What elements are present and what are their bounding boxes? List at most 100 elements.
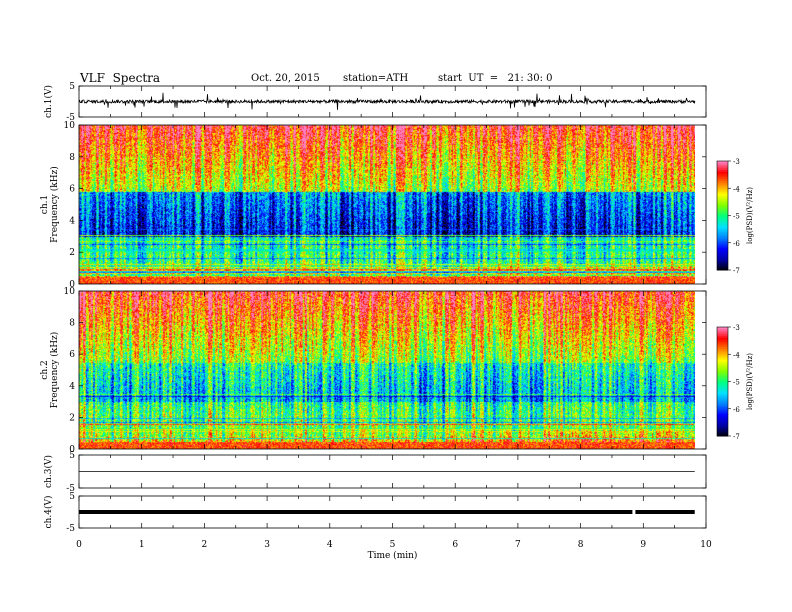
y-tick-label: 4	[69, 216, 75, 226]
colorbar-segment	[717, 161, 728, 164]
colorbar-segment	[717, 343, 728, 346]
colorbar-segment	[717, 175, 728, 178]
colorbar-segment	[717, 397, 728, 401]
chart-title: VLF Spectra	[80, 71, 161, 85]
colorbar-tick-label: -6	[733, 406, 740, 414]
colorbar-segment	[717, 345, 728, 348]
colorbar-segment	[717, 430, 728, 433]
colorbar-segment	[717, 357, 728, 361]
colorbar-segment	[717, 260, 728, 264]
colorbar-tick-label: -6	[733, 240, 740, 248]
colorbar-segment	[717, 255, 728, 258]
colorbar-segment	[717, 350, 728, 353]
colorbar-segment	[717, 327, 728, 330]
colorbar-tick-label: -7	[733, 433, 740, 441]
colorbar-segment	[717, 244, 728, 247]
colorbar-segment	[717, 332, 728, 335]
colorbar-segment	[717, 359, 728, 363]
colorbar-segment	[717, 425, 728, 428]
colorbar-segment	[717, 365, 728, 368]
colorbar-segment	[717, 363, 728, 366]
colorbar-segment	[717, 336, 728, 339]
colorbar-segment	[717, 208, 728, 211]
y-tick-label: 5	[69, 451, 75, 461]
colorbar-segment	[717, 235, 728, 238]
colorbar-segment	[717, 328, 728, 332]
colorbar-segment	[717, 416, 728, 419]
colorbar-segment	[717, 366, 728, 370]
colorbar-segment	[717, 423, 728, 426]
y-tick-label: 4	[69, 382, 75, 392]
y-tick-label: 8	[69, 153, 75, 163]
colorbar-segment	[717, 228, 728, 231]
colorbar-segment	[717, 419, 728, 422]
y-tick-label: 0	[69, 445, 75, 455]
colorbar-segment	[717, 184, 728, 187]
ch2-spectrogram-image	[79, 291, 695, 449]
colorbar-segment	[717, 352, 728, 355]
x-tick-label: 8	[578, 540, 584, 550]
colorbar-segment	[717, 405, 728, 408]
colorbar-segment	[717, 164, 728, 167]
y-axis-label: Frequency (kHz)	[49, 166, 60, 243]
colorbar-tick-label: -5	[733, 379, 740, 387]
colorbar-segment	[717, 191, 728, 195]
colorbar-segment	[717, 200, 728, 204]
y-axis-label: ch.1	[40, 195, 50, 214]
colorbar-segment	[717, 361, 728, 364]
x-tick-label: 6	[452, 540, 458, 550]
colorbar-segment	[717, 233, 728, 236]
colorbar-segment	[717, 264, 728, 267]
colorbar-segment	[717, 379, 728, 382]
y-tick-label: 5	[69, 492, 75, 502]
start-time-label: start UT = 21: 30: 0	[438, 73, 553, 84]
x-tick-label: 1	[139, 540, 145, 550]
colorbar-segment	[717, 399, 728, 402]
colorbar-segment	[717, 372, 728, 375]
colorbar-segment	[717, 403, 728, 406]
y-tick-label: -5	[66, 113, 75, 123]
colorbar-segment	[717, 179, 728, 182]
colorbar-segment	[717, 166, 728, 169]
colorbar-label: log(PSD)(V²/Hz)	[746, 187, 754, 244]
colorbar-segment	[717, 226, 728, 229]
colorbar-segment	[717, 406, 728, 410]
colorbar-segment	[717, 377, 728, 381]
colorbar-tick-label: -3	[733, 158, 740, 166]
colorbar-segment	[717, 230, 728, 233]
colorbar-segment	[717, 408, 728, 412]
y-axis-label: ch.1(V)	[43, 85, 54, 118]
colorbar-segment	[717, 356, 728, 359]
colorbar-segment	[717, 414, 728, 417]
colorbar-segment	[717, 173, 728, 177]
colorbar-segment	[717, 204, 728, 207]
colorbar-segment	[717, 219, 728, 222]
colorbar-segment	[717, 257, 728, 260]
x-tick-label: 0	[76, 540, 82, 550]
colorbar-segment	[717, 202, 728, 206]
colorbar-tick-label: -3	[733, 324, 740, 332]
colorbar-segment	[717, 188, 728, 191]
colorbar-segment	[717, 199, 728, 202]
y-tick-label: 0	[69, 280, 75, 290]
colorbar-segment	[717, 426, 728, 430]
colorbar-segment	[717, 341, 728, 344]
colorbar-segment	[717, 171, 728, 175]
x-tick-label: 10	[700, 540, 712, 550]
colorbar-segment	[717, 217, 728, 220]
colorbar-segment	[717, 170, 728, 173]
colorbar-segment	[717, 193, 728, 197]
colorbar-segment	[717, 412, 728, 415]
colorbar-segment	[717, 262, 728, 266]
colorbar-segment	[717, 432, 728, 435]
colorbar-segment	[717, 401, 728, 404]
colorbar-segment	[717, 417, 728, 421]
x-tick-label: 7	[515, 540, 521, 550]
colorbar-segment	[717, 211, 728, 215]
colorbar-segment	[717, 434, 728, 437]
colorbar-segment	[717, 374, 728, 377]
x-tick-label: 4	[327, 540, 333, 550]
colorbar-segment	[717, 259, 728, 262]
colorbar-segment	[717, 251, 728, 255]
colorbar-segment	[717, 242, 728, 246]
